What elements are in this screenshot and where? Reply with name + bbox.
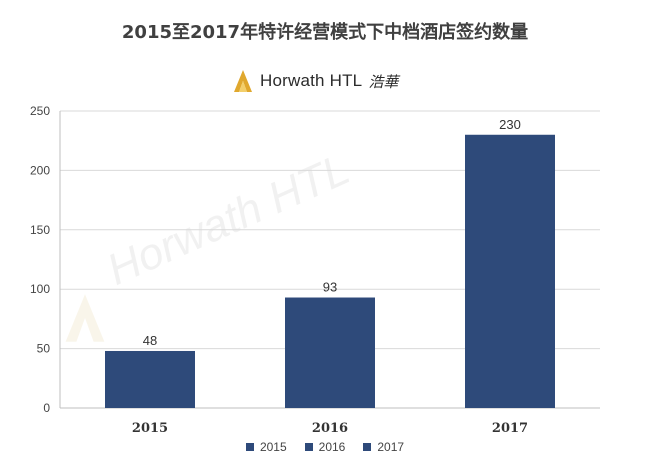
- legend-label: 2015: [259, 440, 287, 454]
- x-tick-label: 2016: [312, 421, 348, 436]
- watermark-logo-icon: [65, 294, 105, 342]
- horwath-logo-icon: [234, 70, 252, 92]
- legend-item-2017: 2017: [363, 440, 404, 454]
- x-axis-ticks: 2015 2016 2017: [132, 421, 528, 436]
- bars: [105, 134, 555, 408]
- data-label-2017: 230: [499, 117, 521, 132]
- legend-label: 2017: [377, 440, 405, 454]
- y-tick-label: 150: [30, 223, 50, 237]
- chart-title: 2015至2017年特许经营模式下中档酒店签约数量: [121, 22, 529, 43]
- legend-swatch: [245, 443, 254, 451]
- legend-label: 2016: [318, 440, 346, 454]
- y-tick-label: 200: [30, 163, 50, 177]
- brand-name-cn: 浩華: [368, 72, 399, 91]
- data-label-2015: 48: [143, 333, 157, 348]
- bar-2015: [105, 350, 195, 408]
- bar-2016: [285, 297, 375, 408]
- legend-item-2015: 2015: [245, 440, 287, 454]
- brand-name: Horwath HTL: [260, 71, 363, 90]
- y-tick-label: 0: [43, 401, 50, 415]
- x-tick-label: 2015: [132, 421, 168, 436]
- legend-swatch: [304, 443, 313, 451]
- legend-swatch: [363, 443, 372, 451]
- y-tick-label: 100: [30, 282, 50, 296]
- x-tick-label: 2017: [492, 421, 528, 436]
- data-label-2016: 93: [323, 280, 337, 295]
- y-tick-label: 250: [30, 104, 50, 118]
- legend-item-2016: 2016: [304, 440, 346, 454]
- brand-logo: Horwath HTL 浩華: [232, 66, 398, 96]
- legend: 2015 2016 2017: [0, 440, 650, 454]
- data-labels: 48 93 230: [143, 117, 521, 348]
- y-axis-ticks: 0 50 100 150 200 250: [30, 104, 50, 415]
- y-tick-label: 50: [37, 342, 51, 356]
- bar-2017: [465, 134, 555, 408]
